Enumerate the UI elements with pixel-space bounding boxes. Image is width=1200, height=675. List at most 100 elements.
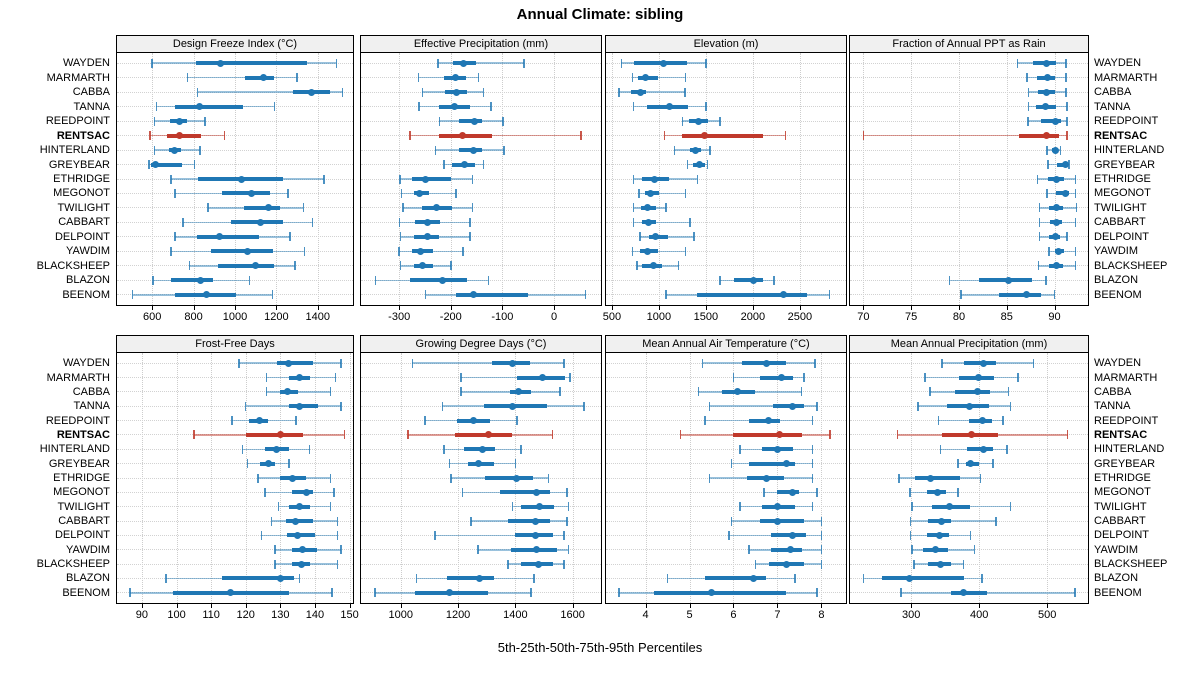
median-dot	[1044, 74, 1052, 82]
row-gridline	[361, 221, 601, 223]
median-dot	[692, 146, 700, 154]
row-gridline	[117, 463, 353, 465]
row-gridline	[606, 279, 846, 281]
median-dot	[243, 247, 251, 255]
x-tick-label: 1200	[445, 609, 471, 621]
row-gridline	[606, 91, 846, 93]
median-dot	[299, 546, 307, 554]
median-dot	[933, 488, 941, 496]
x-tick	[1047, 604, 1049, 608]
whisker-cap-low	[739, 502, 741, 512]
station-label-right: CABBART	[1094, 216, 1146, 229]
whisker-cap-low	[460, 373, 462, 383]
median-dot	[295, 374, 303, 382]
whisker-cap-high	[287, 188, 289, 198]
iqr-bar	[410, 278, 468, 283]
whisker-cap-low	[708, 473, 711, 483]
row-gridline	[850, 294, 1088, 296]
whisker-cap-low	[909, 487, 911, 497]
row-gridline	[117, 549, 353, 551]
whisker-cap-high	[340, 358, 342, 368]
whisker-line	[412, 362, 565, 364]
iqr-bar	[748, 418, 780, 423]
panel-plot	[116, 52, 354, 306]
whisker-cap-low	[418, 102, 420, 112]
median-dot	[533, 488, 541, 496]
whisker-cap-high	[487, 275, 490, 285]
x-tick-label: 85	[1000, 311, 1013, 323]
whisker-cap-high	[820, 559, 823, 569]
median-dot	[1005, 276, 1013, 284]
whisker-cap-high	[471, 203, 474, 213]
whisker-cap-low	[398, 217, 401, 227]
whisker-cap-high	[566, 516, 568, 526]
whisker-cap-high	[341, 87, 344, 97]
panel-plot	[605, 52, 847, 306]
panel-plot	[360, 352, 602, 604]
whisker-cap-low	[632, 217, 635, 227]
whisker-cap-low	[1026, 73, 1028, 83]
median-dot	[642, 74, 650, 82]
whisker-cap-low	[152, 275, 154, 285]
x-tick-label: 130	[271, 609, 290, 621]
median-dot	[773, 445, 781, 453]
median-dot	[478, 445, 486, 453]
iqr-bar	[244, 205, 280, 210]
whisker-cap-high	[199, 145, 201, 155]
row-gridline	[850, 250, 1088, 252]
median-dot	[285, 359, 293, 367]
station-label-left: REEDPOINT	[45, 414, 110, 427]
median-dot	[1052, 117, 1059, 125]
median-dot	[531, 531, 539, 539]
whisker-cap-high	[336, 559, 339, 569]
median-dot	[701, 132, 709, 140]
median-dot	[295, 503, 303, 511]
whisker-cap-high	[563, 530, 565, 540]
whisker-cap-low	[665, 290, 667, 300]
median-dot	[202, 291, 210, 299]
whisker-cap-high	[311, 217, 314, 227]
whisker-cap-low	[1038, 232, 1040, 242]
x-tick	[314, 604, 316, 608]
whisker-cap-low	[896, 430, 899, 440]
median-dot	[789, 402, 797, 410]
whisker-cap-low	[704, 416, 706, 426]
panel-plot	[605, 352, 847, 604]
row-gridline	[361, 534, 601, 536]
whisker-line	[437, 62, 525, 64]
row-gridline	[606, 265, 846, 267]
iqr-bar	[170, 278, 214, 283]
iqr-bar	[174, 104, 244, 109]
row-gridline	[850, 236, 1088, 238]
iqr-bar	[770, 533, 806, 538]
median-dot	[1043, 132, 1051, 140]
x-tick	[1006, 306, 1008, 310]
x-tick-label: 1000	[222, 311, 248, 323]
station-label-left: WAYDEN	[62, 57, 110, 70]
median-dot	[469, 146, 477, 154]
whisker-cap-low	[697, 387, 700, 397]
station-label-left: MARMARTH	[46, 71, 110, 84]
whisker-cap-high	[323, 174, 325, 184]
median-dot	[452, 74, 460, 82]
whisker-cap-low	[399, 261, 402, 271]
row-gridline	[606, 362, 846, 364]
median-dot	[778, 374, 786, 382]
whisker-cap-high	[563, 559, 565, 569]
whisker-cap-high	[677, 261, 680, 271]
whisker-cap-low	[732, 373, 735, 383]
x-tick	[211, 604, 213, 608]
whisker-cap-low	[701, 358, 704, 368]
whisker-cap-high	[295, 416, 297, 426]
median-dot	[469, 291, 477, 299]
median-dot	[417, 247, 425, 255]
whisker-cap-high	[1066, 232, 1068, 242]
x-tick-label: 1000	[646, 311, 672, 323]
row-gridline	[361, 192, 601, 194]
median-dot	[308, 88, 316, 96]
whisker-cap-high	[334, 373, 337, 383]
median-dot	[509, 359, 516, 367]
row-gridline	[606, 563, 846, 565]
row-gridline	[361, 279, 601, 281]
whisker-cap-high	[811, 473, 814, 483]
